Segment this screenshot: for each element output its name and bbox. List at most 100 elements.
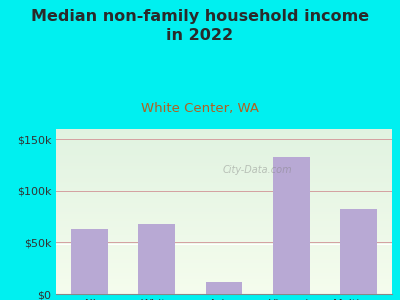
Bar [56, 169, 392, 170]
Bar [56, 157, 392, 158]
Bar [56, 168, 392, 169]
Bar [56, 138, 392, 139]
Bar [56, 279, 392, 280]
Bar [56, 166, 392, 167]
Bar [71, 229, 108, 294]
Bar [56, 233, 392, 234]
Bar [56, 197, 392, 198]
Bar [56, 180, 392, 181]
Bar [56, 272, 392, 273]
Bar [56, 223, 392, 224]
Bar [56, 156, 392, 157]
Bar [56, 136, 392, 137]
Bar [56, 280, 392, 281]
Bar [56, 253, 392, 254]
Bar [273, 157, 310, 294]
Bar [56, 179, 392, 180]
Bar [56, 191, 392, 192]
Bar [56, 200, 392, 201]
Bar [56, 146, 392, 147]
Bar [56, 181, 392, 182]
Bar [56, 260, 392, 261]
Bar [56, 149, 392, 150]
Bar [56, 284, 392, 285]
Bar [56, 290, 392, 291]
Bar [56, 204, 392, 205]
Bar [56, 162, 392, 163]
Bar [56, 175, 392, 176]
Bar [56, 241, 392, 242]
Bar [56, 210, 392, 211]
Bar [138, 224, 175, 294]
Bar [56, 202, 392, 203]
Bar [56, 261, 392, 262]
Bar [56, 243, 392, 244]
Bar [56, 225, 392, 226]
Bar [56, 164, 392, 165]
Bar [56, 143, 392, 144]
Bar [56, 208, 392, 209]
Bar [56, 178, 392, 179]
Bar [56, 153, 392, 154]
Bar [56, 251, 392, 252]
Bar [56, 145, 392, 146]
Bar [56, 134, 392, 135]
Bar [56, 167, 392, 168]
Bar [56, 211, 392, 212]
Bar [56, 248, 392, 249]
Bar [56, 135, 392, 136]
Bar [56, 141, 392, 142]
Text: White Center, WA: White Center, WA [141, 102, 259, 115]
Bar [56, 277, 392, 278]
Bar [56, 159, 392, 160]
Bar [56, 150, 392, 151]
Bar [56, 217, 392, 218]
Bar [56, 214, 392, 215]
Bar [56, 201, 392, 202]
Bar [56, 196, 392, 197]
Bar [56, 202, 392, 203]
Bar [56, 224, 392, 225]
Bar [56, 140, 392, 141]
Bar [56, 186, 392, 187]
Bar [56, 229, 392, 230]
Text: City-Data.com: City-Data.com [223, 165, 292, 175]
Bar [56, 169, 392, 170]
Bar [56, 292, 392, 293]
Bar [56, 288, 392, 289]
Bar [56, 190, 392, 191]
Bar [56, 256, 392, 257]
Bar [56, 193, 392, 194]
Bar [56, 262, 392, 263]
Bar [56, 287, 392, 288]
Bar [56, 278, 392, 279]
Bar [56, 221, 392, 222]
Bar [56, 266, 392, 267]
Bar [56, 232, 392, 233]
Bar [56, 185, 392, 186]
Bar [56, 228, 392, 229]
Bar [56, 254, 392, 255]
Bar [56, 250, 392, 251]
Bar [56, 265, 392, 266]
Bar [56, 275, 392, 276]
Bar [56, 213, 392, 214]
Bar [56, 258, 392, 259]
Bar [56, 184, 392, 185]
Bar [56, 187, 392, 188]
Bar [56, 283, 392, 284]
Bar [56, 239, 392, 240]
Bar [56, 206, 392, 207]
Bar [56, 148, 392, 149]
Bar [56, 274, 392, 275]
Bar [56, 222, 392, 223]
Bar [56, 270, 392, 271]
Bar [56, 215, 392, 216]
Bar [56, 282, 392, 283]
Bar [56, 189, 392, 190]
Bar [56, 230, 392, 231]
Bar [56, 154, 392, 155]
Bar [56, 286, 392, 287]
Bar [56, 289, 392, 290]
Bar [56, 170, 392, 171]
